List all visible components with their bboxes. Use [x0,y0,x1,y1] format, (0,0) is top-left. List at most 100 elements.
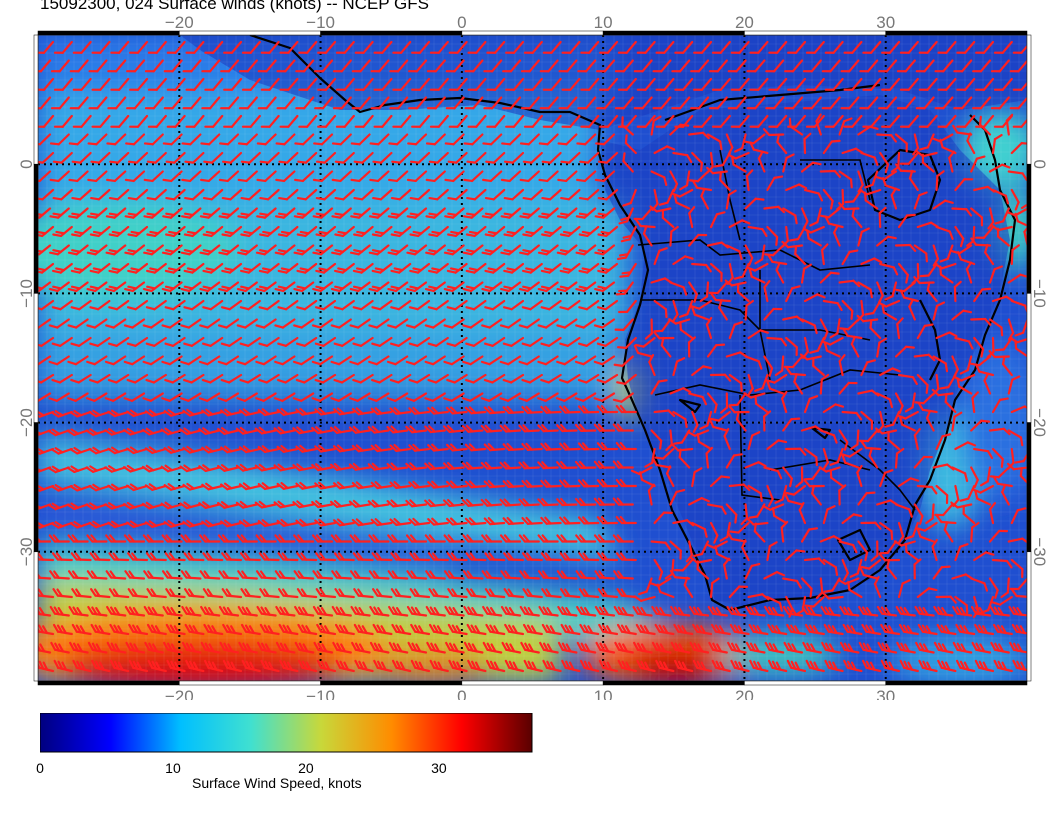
wind-barb [843,114,863,128]
wind-barb [824,215,844,229]
wind-barb [975,40,995,54]
wind-barb [840,59,860,73]
wind-barb [633,96,653,110]
wind-barb [49,133,70,146]
wind-barb [711,40,731,54]
wind-barb [655,40,675,54]
wind-barb [277,225,299,238]
wind-barb [953,59,973,73]
wind-barb [502,59,522,73]
wind-barb [881,114,901,128]
wind-barb [862,40,882,54]
wind-barb [541,188,562,201]
wind-barb [181,170,202,183]
wind-barb [912,133,920,156]
wind-barb [38,59,52,73]
wind-barb [49,207,70,219]
wind-barb [746,96,766,110]
wind-barb [899,40,919,54]
lon-tick-label: 10 [594,13,613,32]
wind-barb [851,207,863,229]
wind-barb [897,213,916,229]
wind-barb [881,40,901,54]
wind-barb [147,77,167,91]
wind-barb [259,225,280,238]
wind-barb [406,170,428,183]
wind-barb [332,96,352,110]
wind-barb [107,96,127,110]
wind-barb [693,40,713,54]
wind-barb [371,225,393,238]
wind-barb [1005,113,1014,136]
wind-barb [768,40,788,54]
wind-barb [899,114,919,128]
wind-barb [642,225,653,247]
wind-barb [237,170,258,183]
wind-barb [218,207,240,219]
wind-barb [71,151,92,164]
wind-barb [315,188,337,201]
wind-barb [538,133,559,146]
wind-barb [448,40,468,54]
wind-barb [335,77,355,91]
wind-barb [768,114,788,128]
wind-barb [223,77,243,91]
wind-barb [147,114,167,128]
wind-barb [674,40,694,54]
wind-barb [293,207,315,219]
wind-barb [298,77,318,91]
wind-speed-field [38,35,1027,681]
wind-barb [822,139,841,155]
wind-barb [256,133,277,146]
wind-barb [444,170,465,183]
wind-barb [970,155,986,173]
wind-barb [484,188,506,201]
wind-barb [369,170,390,183]
wind-barb [596,96,616,110]
wind-barb [373,40,393,54]
wind-barb [727,59,747,73]
wind-barb [690,59,710,73]
wind-barb [857,125,879,136]
wind-barb [805,77,825,91]
wind-barb [972,59,992,73]
wind-barb [38,96,52,110]
wind-barb [503,151,525,164]
wind-barb [109,151,130,164]
wind-barb [444,207,465,219]
wind-barb [734,133,747,153]
wind-barb [353,188,374,201]
wind-barb [671,188,694,198]
wind-barb [954,178,974,192]
wind-barb [896,59,916,73]
wind-barb [124,170,146,183]
wind-barb [91,114,111,128]
wind-barb [53,77,73,91]
wind-barb [353,151,374,164]
wind-barb [67,244,89,256]
wind-barb [919,133,935,151]
wind-barb [443,244,465,256]
lon-tick-label: 30 [876,687,895,700]
wind-barb [127,225,149,238]
wind-barb [776,133,788,155]
wind-barb [351,96,371,110]
wind-barb [908,169,919,192]
wind-barb [652,59,672,73]
wind-barb [426,59,446,73]
lat-tick-label: 0 [1030,159,1049,168]
wind-barb [162,170,183,183]
wind-barb [956,77,976,91]
wind-barb [617,77,637,91]
wind-barb [881,77,901,91]
wind-barb [204,114,224,128]
wind-barb [921,153,935,173]
wind-barb [731,155,747,173]
wind-barb [464,96,484,110]
wind-barb [298,114,318,128]
wind-barb [633,59,653,73]
wind-barb [126,59,146,73]
wind-barb [467,40,487,54]
wind-barb [691,151,704,172]
wind-barb [821,59,841,73]
